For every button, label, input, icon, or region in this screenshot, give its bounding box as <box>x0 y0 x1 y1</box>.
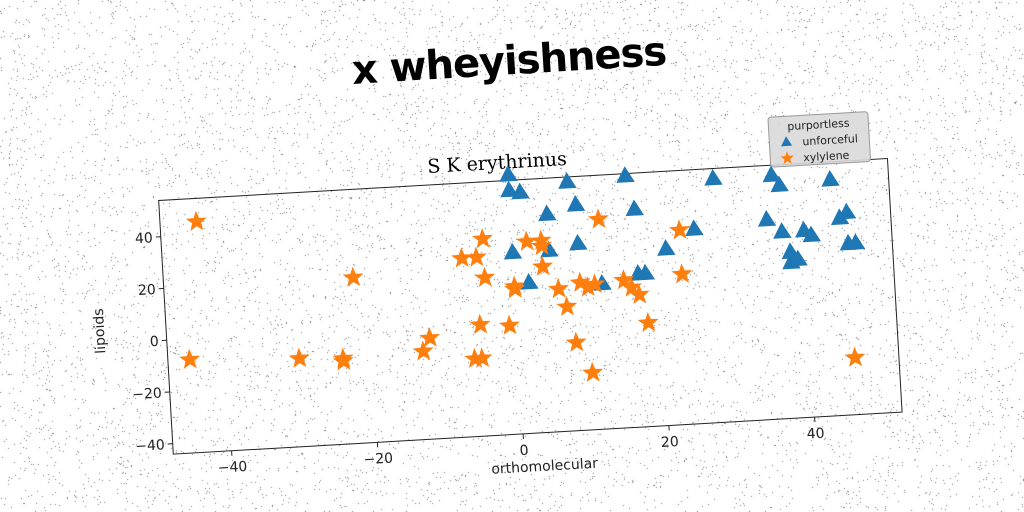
triangle-point <box>499 165 518 182</box>
legend-marker <box>780 151 794 165</box>
triangle-point <box>616 166 635 183</box>
triangle-point <box>762 165 781 183</box>
star-point <box>471 227 493 249</box>
star-point <box>844 346 866 367</box>
star-point <box>547 278 569 299</box>
chart-title: S K erythrinus <box>427 148 568 178</box>
y-tick-label: −20 <box>132 385 162 403</box>
star-point <box>577 276 599 297</box>
triangle-point <box>846 233 866 251</box>
star-point <box>668 219 690 240</box>
x-tick-label: 0 <box>519 443 529 459</box>
triangle-point <box>821 169 840 187</box>
x-tick-label: 20 <box>660 434 679 451</box>
star-point <box>587 208 609 229</box>
triangle-point <box>685 219 704 237</box>
star-point <box>469 313 491 335</box>
triangle-point <box>566 195 586 212</box>
triangle-point <box>757 209 777 227</box>
star-point <box>332 350 354 371</box>
star-point <box>419 327 441 348</box>
y-tick-label: 20 <box>138 282 157 299</box>
triangle-point <box>837 202 857 220</box>
triangle-point <box>782 252 801 270</box>
legend-marker <box>781 136 793 147</box>
triangle-point <box>625 199 645 217</box>
star-point <box>504 278 526 299</box>
star-point <box>179 348 201 369</box>
star-point <box>628 283 650 305</box>
star-point <box>530 234 552 256</box>
star-point <box>565 331 587 352</box>
plot-area <box>158 157 903 455</box>
star-point <box>342 266 364 287</box>
y-tick-label: 40 <box>135 230 154 247</box>
star-point <box>498 314 520 335</box>
y-tick-label: −40 <box>135 437 165 455</box>
star-point <box>474 266 496 288</box>
legend-label: xylylene <box>803 149 850 165</box>
star-point <box>671 263 693 284</box>
star-point <box>185 210 207 231</box>
triangle-point <box>657 239 676 256</box>
star-point <box>471 347 493 368</box>
star-point <box>556 295 578 317</box>
triangle-point <box>511 182 530 200</box>
legend-box <box>767 111 871 168</box>
star-point <box>412 340 434 361</box>
x-tick-label: −20 <box>363 450 393 468</box>
triangle-point <box>569 233 588 251</box>
data-points <box>179 165 866 383</box>
star-point <box>465 246 487 267</box>
triangle-point <box>629 264 648 281</box>
star-point <box>582 361 604 383</box>
x-tick-label: 40 <box>806 426 825 443</box>
triangle-point <box>540 240 559 258</box>
star-point <box>515 230 537 251</box>
star-point <box>532 255 554 276</box>
x-axis-label: orthomolecular <box>491 456 599 478</box>
triangle-point <box>538 204 557 222</box>
triangle-point <box>773 222 792 239</box>
y-axis-label: lipoids <box>91 308 110 354</box>
triangle-point <box>802 225 822 243</box>
triangle-point <box>520 273 539 290</box>
y-axis: −40 −20 0 20 40 <box>132 230 173 455</box>
x-tick-label: −40 <box>217 459 247 477</box>
y-tick-label: 0 <box>149 334 159 350</box>
star-point <box>451 247 473 268</box>
triangle-point <box>770 175 789 193</box>
legend-label: unforceful <box>802 132 858 148</box>
triangle-point <box>558 172 577 189</box>
star-point <box>288 347 310 368</box>
triangle-point <box>500 180 519 198</box>
x-axis: −40 −20 0 20 40 <box>217 417 825 477</box>
triangle-point <box>704 168 723 186</box>
star-point <box>637 311 659 333</box>
star-point <box>584 273 606 294</box>
legend-title: purportless <box>787 117 850 134</box>
triangle-point <box>503 242 523 260</box>
